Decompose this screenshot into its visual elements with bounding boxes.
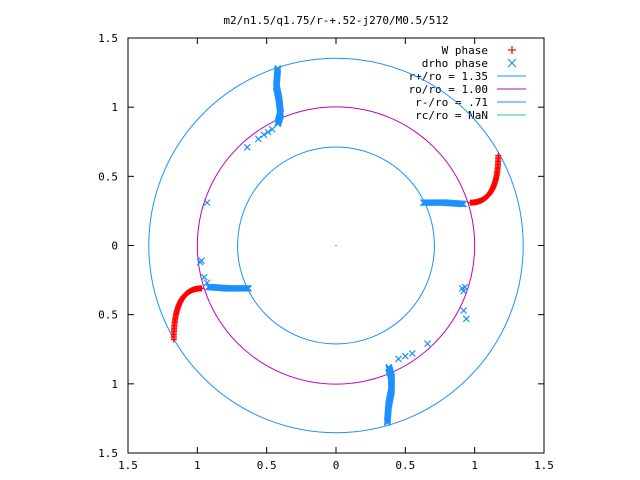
legend-label: ro/ro = 1.00: [409, 83, 488, 96]
drho-phase-point: [401, 352, 409, 360]
drho-phase-point: [394, 355, 402, 363]
y-tick-label: 0: [111, 240, 118, 253]
drho-phase-point: [205, 283, 213, 291]
data-points: [170, 65, 502, 426]
x-tick-label: 1: [194, 459, 201, 472]
drho-phase-point: [462, 315, 470, 323]
drho-phase-point: [460, 200, 467, 208]
y-tick-label: 0.5: [98, 309, 118, 322]
drho-phase-point: [424, 340, 431, 348]
legend-label: r+/ro = 1.35: [409, 70, 488, 83]
x-tick-label: 0.5: [395, 459, 415, 472]
x-tick-label: 0: [333, 459, 340, 472]
drho-phase-point: [196, 258, 204, 266]
drho-phase-point: [459, 200, 467, 208]
y-tick-label: 1.5: [98, 447, 118, 460]
drho-phase-point: [268, 125, 276, 133]
drho-phase-point: [383, 419, 391, 426]
legend-label: r-/ro = .71: [415, 96, 488, 109]
legend-label: rc/ro = NaN: [415, 109, 488, 122]
drho-phase-point: [200, 273, 208, 281]
legend-marker: [508, 46, 516, 54]
drho-phase-point: [458, 200, 466, 208]
x-tick-label: 1: [471, 459, 478, 472]
y-tick-label: 1: [111, 101, 118, 114]
drho-phase-point: [205, 283, 212, 291]
y-tick-label: 1.5: [98, 32, 118, 45]
drho-phase-point: [408, 349, 416, 357]
drho-phase-point: [460, 287, 467, 295]
reference-circle: [196, 106, 476, 385]
reference-circle: [237, 146, 435, 345]
x-tick-label: 0.5: [257, 459, 277, 472]
legend-label: drho phase: [422, 57, 488, 70]
x-tick-label: 1.5: [534, 459, 554, 472]
w-phase-point: [495, 152, 502, 159]
drho-phase-point: [203, 199, 211, 207]
reference-circle: [148, 57, 524, 434]
y-tick-label: 1: [111, 378, 118, 391]
plot-frame: 1.5 1 0.5 0 0.5 1 1.51.510.500.511.5: [98, 32, 554, 472]
drho-phase-point: [457, 200, 465, 208]
reference-circles: [148, 57, 524, 434]
drho-phase-point: [264, 128, 272, 136]
drho-phase-point: [461, 283, 469, 291]
drho-phase-point: [243, 143, 251, 151]
y-tick-label: 0.5: [98, 170, 118, 183]
drho-phase-point: [260, 131, 268, 139]
drho-phase-point: [460, 307, 467, 314]
chart-title: m2/n1.5/q1.75/r-+.52-j270/M0.5/512: [223, 14, 448, 27]
drho-phase-point: [203, 279, 211, 287]
w-phase-point: [170, 336, 177, 343]
center-point: [335, 244, 337, 247]
legend-label: W phase: [442, 44, 488, 57]
x-tick-label: 1.5: [118, 459, 138, 472]
drho-phase-point: [206, 283, 214, 291]
drho-phase-point: [254, 135, 262, 143]
legend-marker: [507, 58, 517, 68]
drho-phase-point: [274, 65, 282, 72]
